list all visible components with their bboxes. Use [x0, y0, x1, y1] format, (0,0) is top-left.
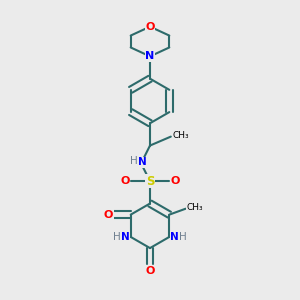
Text: O: O — [171, 176, 180, 186]
Text: N: N — [138, 158, 147, 167]
Text: CH₃: CH₃ — [186, 203, 203, 212]
Text: N: N — [146, 51, 154, 62]
Text: N: N — [170, 232, 179, 242]
Text: N: N — [121, 232, 130, 242]
Text: O: O — [145, 266, 155, 276]
Text: O: O — [104, 210, 113, 220]
Text: CH₃: CH₃ — [172, 130, 189, 140]
Text: H: H — [113, 232, 121, 242]
Text: H: H — [130, 156, 137, 166]
Text: S: S — [146, 175, 154, 188]
Text: O: O — [120, 176, 129, 186]
Text: H: H — [179, 232, 187, 242]
Text: O: O — [145, 22, 155, 32]
